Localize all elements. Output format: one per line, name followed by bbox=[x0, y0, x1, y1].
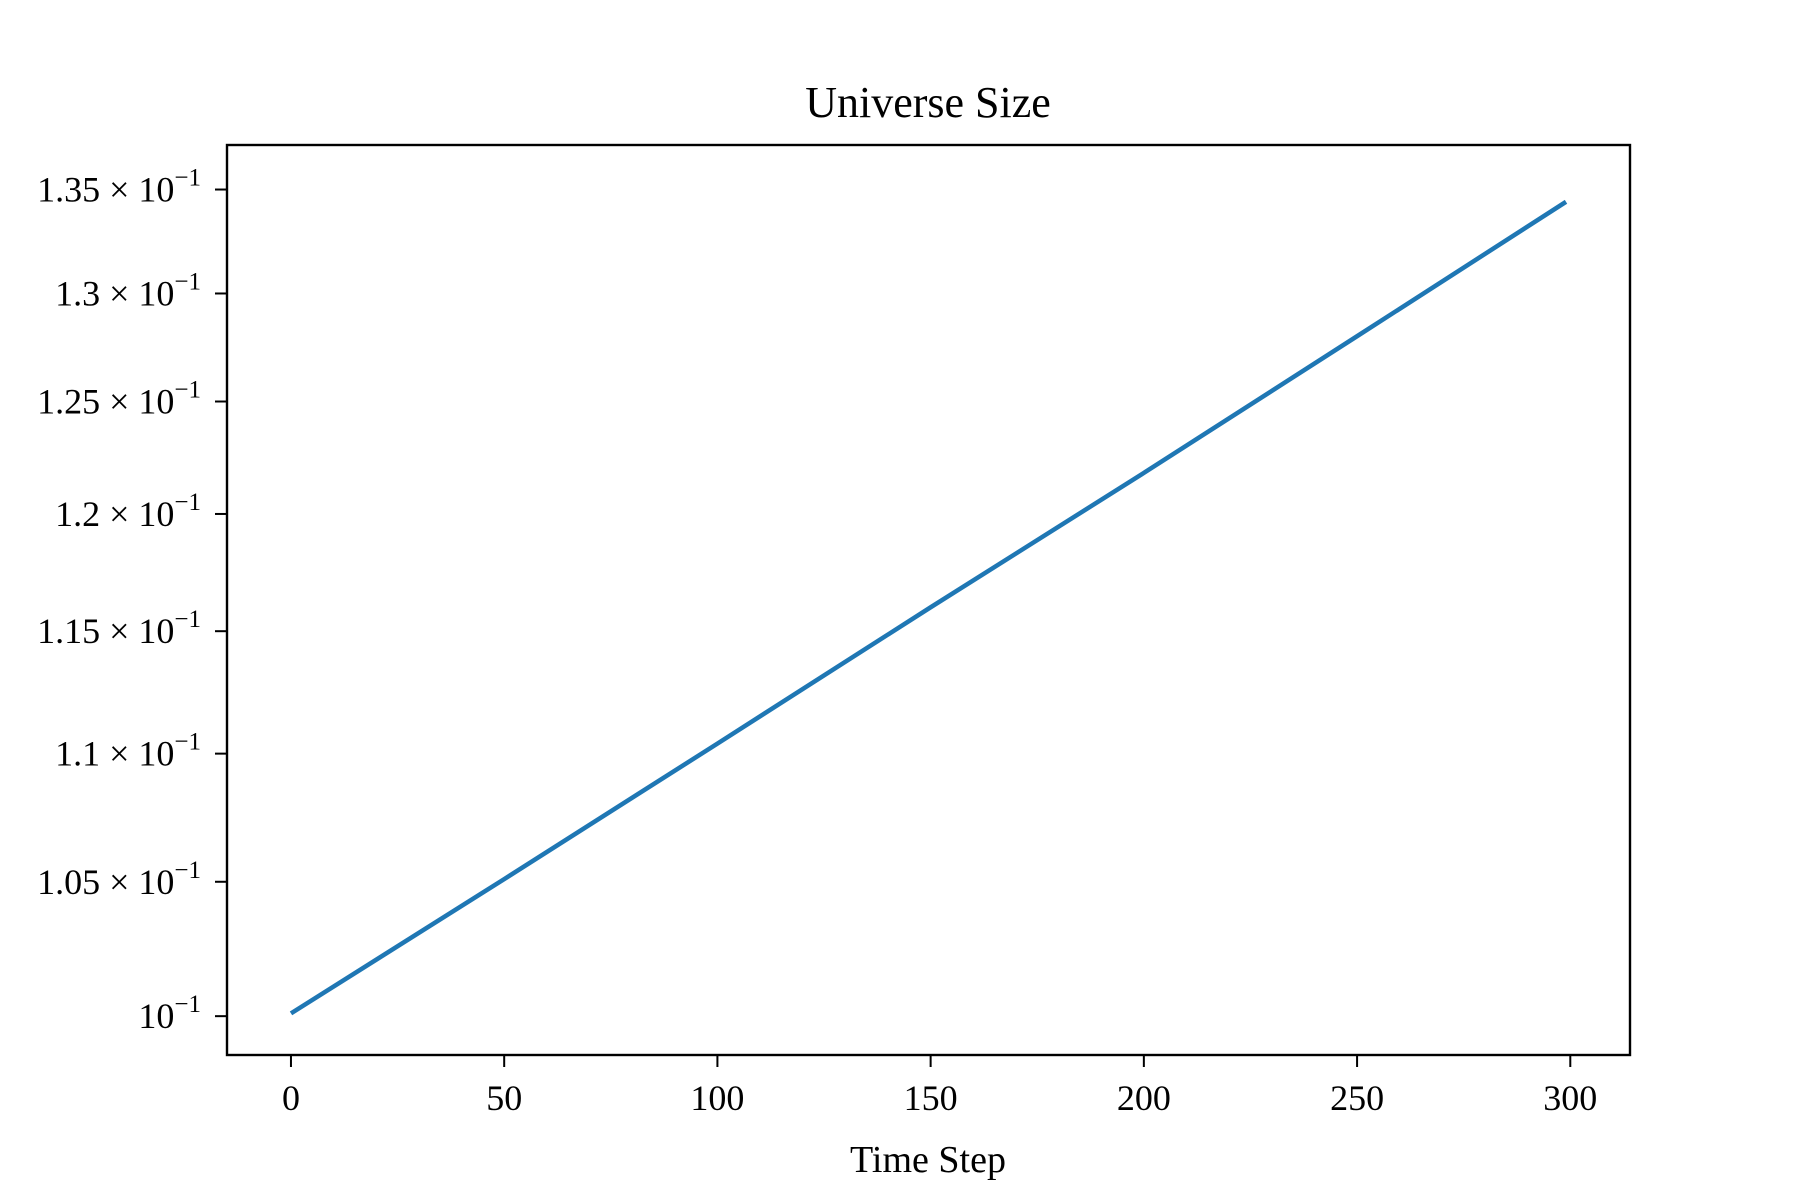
y-tick-label: 1.25 × 10−1 bbox=[37, 377, 201, 422]
x-axis: 0 50 100 150 200 250 300 bbox=[282, 1055, 1597, 1118]
chart-title: Universe Size bbox=[805, 78, 1051, 127]
y-tick-mantissa: 1.2 × 10 bbox=[55, 494, 174, 534]
y-axis: 10−11.05 × 10−11.1 × 10−11.15 × 10−11.2 … bbox=[37, 165, 227, 1036]
y-tick-mantissa: 1.25 × 10 bbox=[37, 382, 174, 422]
y-tick-exponent: −1 bbox=[174, 991, 201, 1018]
y-tick-exponent: −1 bbox=[174, 377, 201, 404]
y-tick-mantissa: 1.3 × 10 bbox=[55, 273, 174, 313]
x-tick-label: 0 bbox=[282, 1078, 300, 1118]
y-tick-mantissa: 1.35 × 10 bbox=[37, 170, 174, 210]
x-tick-label: 300 bbox=[1543, 1078, 1597, 1118]
y-tick-exponent: −1 bbox=[174, 857, 201, 884]
plot-frame bbox=[225, 143, 1632, 1057]
y-tick-label: 1.1 × 10−1 bbox=[55, 729, 201, 774]
y-tick-exponent: −1 bbox=[174, 165, 201, 192]
x-axis-label: Time Step bbox=[850, 1139, 1006, 1181]
y-tick-mantissa: 1.1 × 10 bbox=[55, 734, 174, 774]
y-tick-label: 1.2 × 10−1 bbox=[55, 489, 201, 534]
y-tick-label: 10−1 bbox=[138, 991, 201, 1036]
x-tick-label: 100 bbox=[690, 1078, 744, 1118]
y-tick-label: 1.3 × 10−1 bbox=[55, 268, 201, 313]
plot-area bbox=[289, 199, 1568, 1016]
y-tick-exponent: −1 bbox=[174, 606, 201, 633]
y-tick-exponent: −1 bbox=[174, 729, 201, 756]
x-tick-label: 50 bbox=[486, 1078, 522, 1118]
series-line-0 bbox=[289, 199, 1568, 1016]
y-tick-label: 1.15 × 10−1 bbox=[37, 606, 201, 651]
y-tick-label: 1.35 × 10−1 bbox=[37, 165, 201, 210]
x-tick-label: 200 bbox=[1117, 1078, 1171, 1118]
y-tick-exponent: −1 bbox=[174, 489, 201, 516]
x-tick-label: 250 bbox=[1330, 1078, 1384, 1118]
y-tick-label: 1.05 × 10−1 bbox=[37, 857, 201, 902]
y-tick-exponent: −1 bbox=[174, 268, 201, 295]
x-tick-label: 150 bbox=[904, 1078, 958, 1118]
y-tick-mantissa: 10 bbox=[138, 996, 174, 1036]
y-tick-mantissa: 1.05 × 10 bbox=[37, 862, 174, 902]
y-tick-mantissa: 1.15 × 10 bbox=[37, 611, 174, 651]
